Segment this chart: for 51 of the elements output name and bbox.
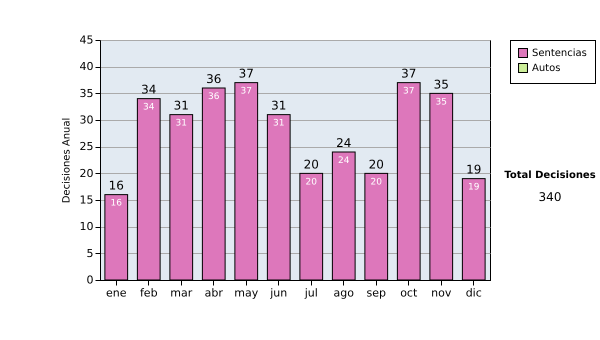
total-label: 24 [336, 136, 352, 150]
total-label: 35 [434, 77, 449, 92]
y-tick-label: 30 [80, 114, 94, 126]
text: Total Decisiones [503, 170, 597, 181]
total-label: 31 [174, 98, 189, 113]
y-axis-title: Decisiones Anual [62, 118, 73, 204]
total-label: 37 [401, 66, 416, 81]
y-tick-label: 15 [80, 194, 94, 206]
x-tick-label: may [234, 286, 259, 300]
y-tick-label: 5 [86, 246, 94, 260]
y-tick-label: 45 [80, 34, 94, 46]
x-tick-label: ago [334, 286, 354, 300]
y-tick-label: 0 [86, 274, 94, 286]
x-tick-label: ene [106, 286, 127, 300]
text: 340 [538, 190, 562, 204]
legend-label: Sentencias [532, 48, 587, 59]
data-label: 35 [436, 97, 447, 108]
total-label: 20 [368, 157, 384, 172]
data-label: 20 [306, 177, 318, 188]
total-label: 16 [108, 178, 124, 193]
data-label: 36 [208, 92, 220, 102]
x-tick-label: nov [431, 286, 452, 300]
x-tick-label: feb [140, 286, 158, 300]
total-label: 36 [206, 72, 222, 86]
data-label: 20 [370, 177, 382, 188]
y-tick-label: 35 [80, 86, 94, 100]
data-label: 37 [240, 86, 252, 97]
x-tick-label: jun [269, 286, 288, 300]
x-tick-label: dic [466, 286, 482, 300]
y-tick-label: 25 [80, 140, 94, 154]
x-tick-label: jul [304, 286, 318, 300]
x-tick-label: oct [400, 286, 418, 300]
y-tick-label: 40 [80, 60, 94, 74]
total-label: 20 [304, 157, 319, 172]
x-tick-label: mar [170, 286, 193, 300]
data-label: 31 [176, 118, 187, 129]
data-label: 16 [110, 198, 122, 209]
legend-label: Autos [532, 63, 560, 74]
data-label: 31 [273, 118, 284, 129]
data-label: 34 [143, 102, 155, 113]
total-label: 19 [466, 162, 482, 177]
x-tick-label: abr [204, 286, 224, 300]
data-label: 37 [403, 86, 414, 97]
total-label: 37 [238, 66, 254, 81]
x-tick-label: sep [366, 286, 386, 300]
total-label: 34 [141, 82, 156, 97]
y-tick-label: 20 [80, 166, 94, 180]
total-label: 31 [271, 98, 286, 113]
data-label: 24 [338, 156, 350, 166]
y-tick-label: 10 [80, 220, 94, 234]
data-label: 19 [468, 182, 480, 193]
